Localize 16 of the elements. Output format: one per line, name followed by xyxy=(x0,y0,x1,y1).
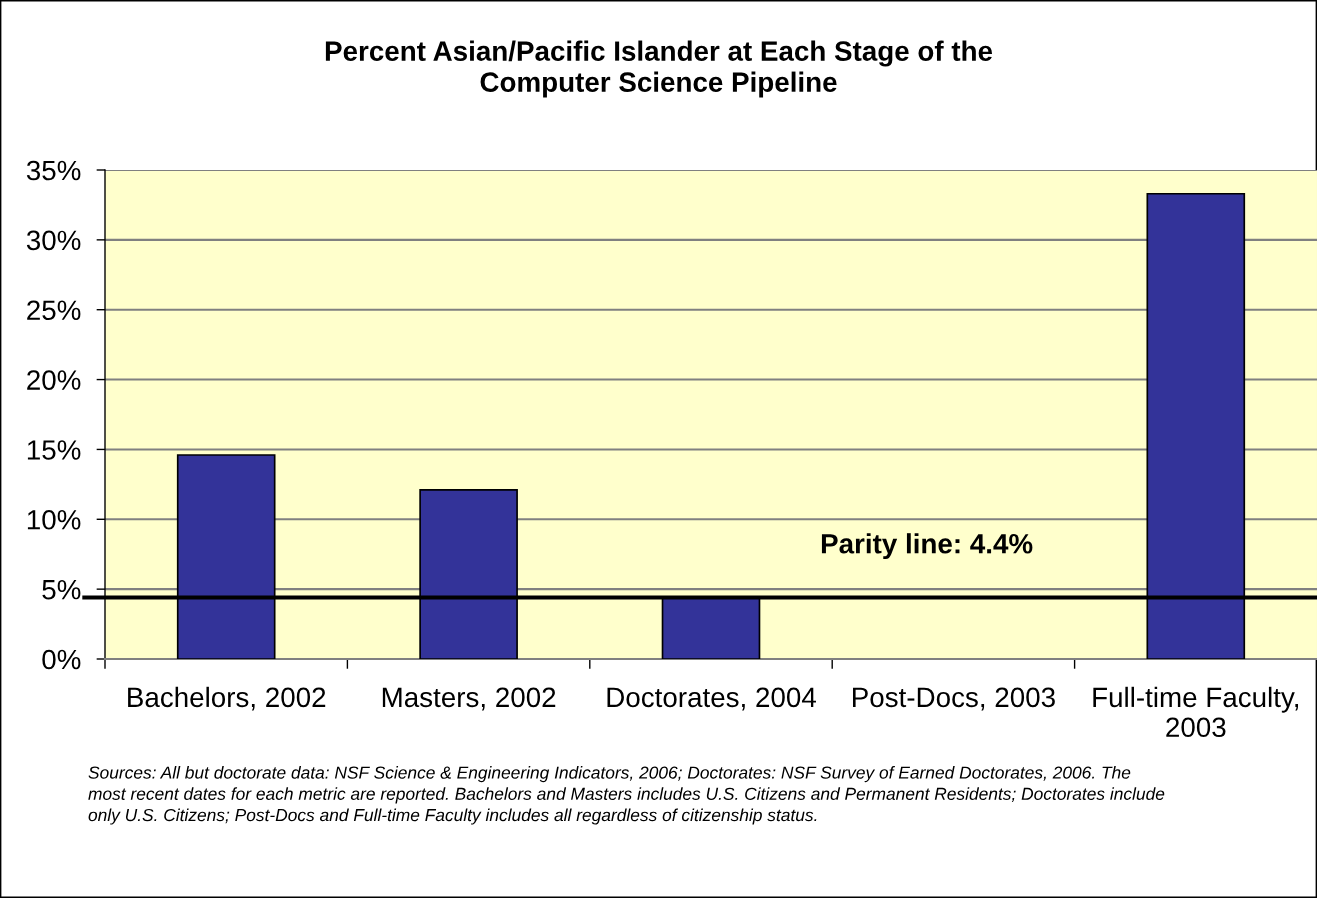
x-tick-label: Post-Docs, 2003 xyxy=(853,687,1055,711)
chart-title: Percent Asian/Pacific Islander at Each Stage of the Computer Science Pipeline xyxy=(325,40,993,98)
source-note: Sources: All but doctorate data: NSF Science & Engineering Indicators, 2006; Doctorates: NSF Survey of Earned Doctorates, 2006. The most recent dates for each metric are reported. Bachelors and Masters includes U.S. Citizens and Permanent Residents; Doctorates include only U.S. Citizens; Post-Docs and Full-time Faculty includes all regardless of citizenship status. xyxy=(88,766,1165,825)
y-tick-label: 35% xyxy=(26,160,81,181)
x-tick-label: Masters, 2002 xyxy=(382,687,556,711)
x-tick-label: Doctorates, 2004 xyxy=(607,687,816,711)
x-tick-label: Full-time Faculty, 2003 xyxy=(1093,686,1299,738)
y-tick-label: 15% xyxy=(27,440,81,460)
y-tick-label: 20% xyxy=(27,370,81,390)
y-tick-label: 0% xyxy=(42,649,81,670)
y-tick-label: 30% xyxy=(26,230,81,251)
y-tick-label: 25% xyxy=(27,300,81,321)
y-tick-label: 5% xyxy=(42,579,81,600)
y-tick-label: 10% xyxy=(27,509,81,530)
x-tick-label: Bachelors, 2002 xyxy=(128,686,326,711)
ref-line-label: Parity line: 4.4% xyxy=(821,533,1033,560)
